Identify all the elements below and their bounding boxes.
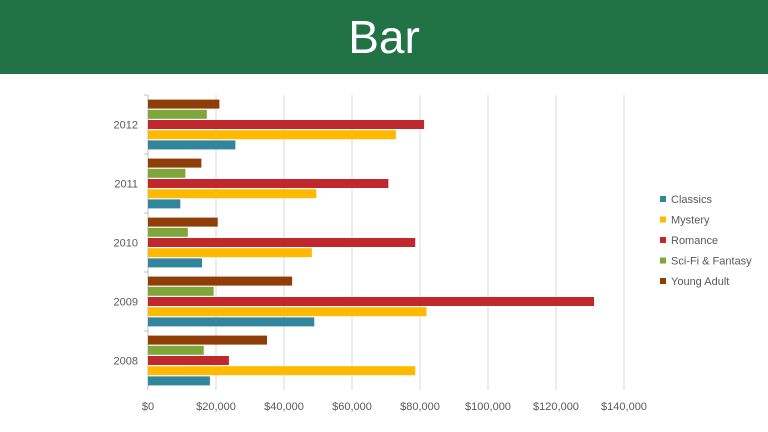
legend-label: Young Adult [671,276,729,288]
title-banner: Bar [0,0,768,74]
bar-classics-2009 [148,317,315,327]
legend-label: Mystery [671,215,710,227]
x-tick-label: $120,000 [533,401,579,413]
bar-young-adult-2012 [148,99,220,109]
legend-swatch [660,278,666,284]
y-category-label: 2012 [114,120,138,132]
legend-swatch [660,216,666,223]
bar-classics-2011 [148,199,181,209]
bar-sci-fi-fantasy-2011 [148,168,186,178]
y-category-label: 2011 [114,179,138,191]
x-tick-label: $100,000 [465,401,511,413]
bar-romance-2008 [148,356,229,365]
bar-classics-2010 [148,258,203,268]
legend-label: Classics [671,194,712,206]
bar-mystery-2009 [148,307,427,317]
y-category-label: 2009 [114,297,138,309]
bar-romance-2012 [148,120,425,129]
bar-classics-2008 [148,376,210,386]
x-tick-label: $0 [142,401,154,413]
bar-sci-fi-fantasy-2010 [148,227,188,237]
bar-romance-2010 [148,238,416,247]
x-tick-label: $20,000 [196,401,236,413]
bar-young-adult-2010 [148,217,218,227]
bar-mystery-2010 [148,248,312,258]
legend-swatch [660,257,666,264]
slide-title: Bar [348,11,420,63]
y-category-label: 2010 [114,238,138,250]
bar-sci-fi-fantasy-2009 [148,286,214,296]
bar-mystery-2008 [148,366,416,376]
bar-young-adult-2011 [148,158,202,168]
bar-young-adult-2009 [148,276,293,286]
bar-mystery-2011 [148,189,317,199]
x-tick-label: $80,000 [400,401,440,413]
bar-sci-fi-fantasy-2008 [148,345,204,355]
legend-label: Sci-Fi & Fantasy [671,256,752,268]
bar-mystery-2012 [148,130,396,140]
bar-chart: $0 $20,000 $40,000 $60,000 $80,000 $100,000 $1… [114,94,752,413]
legend-swatch [660,196,666,202]
x-tick-label: $60,000 [332,401,372,413]
legend-label: Romance [671,235,718,247]
bar-romance-2011 [148,179,389,188]
bar-classics-2012 [148,140,236,150]
legend-swatch [660,237,666,243]
y-category-label: 2008 [114,356,138,368]
bar-sci-fi-fantasy-2012 [148,109,207,119]
x-tick-label: $40,000 [264,401,304,413]
bar-young-adult-2008 [148,335,267,345]
x-tick-label: $140,000 [601,401,647,413]
bar-romance-2009 [148,297,595,306]
